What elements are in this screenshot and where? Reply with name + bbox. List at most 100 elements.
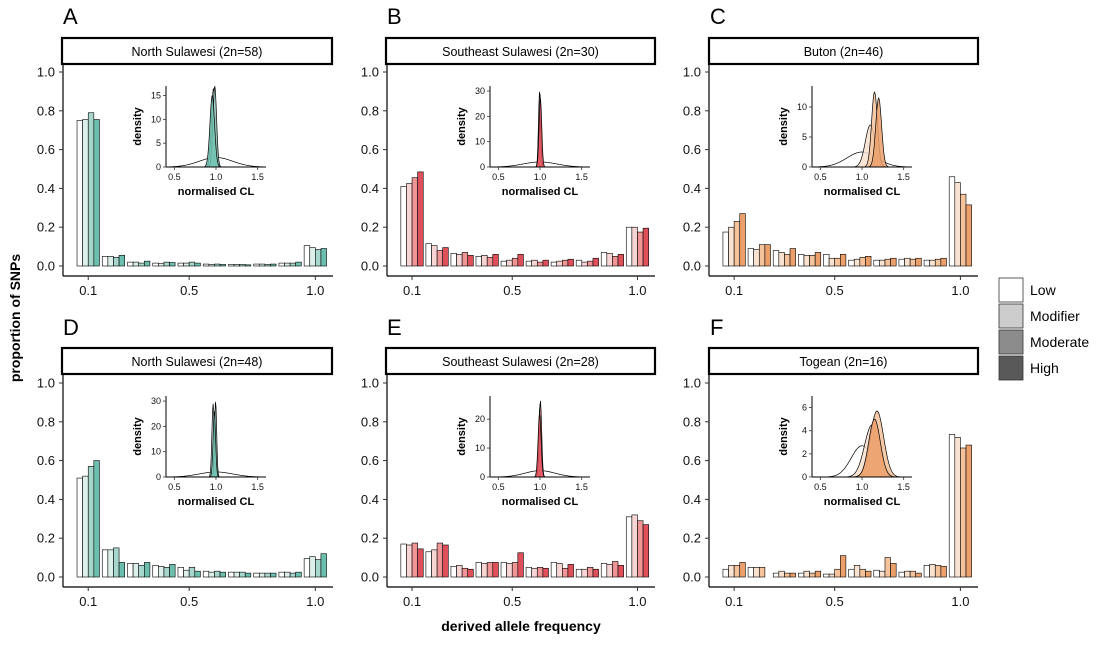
- bar: [406, 544, 413, 578]
- bar: [202, 263, 210, 267]
- y-tick-label: 1.0: [683, 376, 701, 391]
- bar: [107, 255, 114, 267]
- bar: [194, 570, 201, 578]
- bar: [132, 261, 140, 267]
- bar: [728, 226, 735, 267]
- bar: [163, 261, 170, 267]
- bar: [934, 565, 942, 578]
- bar: [511, 257, 519, 267]
- bar: [637, 520, 644, 578]
- bar: [853, 258, 861, 267]
- bar: [853, 565, 861, 578]
- bar: [417, 548, 424, 578]
- bar: [320, 553, 327, 578]
- inset-background: [454, 394, 598, 517]
- bar: [219, 571, 226, 578]
- panel-letter: F: [710, 315, 723, 340]
- bar: [107, 549, 114, 578]
- bar: [536, 261, 544, 267]
- panel-a: A North Sulawesi (2n=58) 0.0 0.2 0.4 0.6 0.8 1.…: [37, 4, 334, 298]
- bar: [208, 571, 215, 578]
- bar: [834, 257, 841, 267]
- y-tick-label: 1.0: [37, 376, 55, 391]
- bar: [550, 261, 558, 267]
- legend-key: [998, 303, 1024, 329]
- inset-y-tick-label: 20: [151, 421, 161, 431]
- inset-x-tick-label: 0.5: [492, 172, 505, 182]
- inset-y-tick-label: 4: [802, 426, 807, 436]
- bar: [592, 257, 599, 267]
- bar: [400, 186, 407, 267]
- bar: [406, 183, 413, 267]
- bar: [848, 259, 855, 267]
- bar: [739, 562, 746, 578]
- inset: 0 10 20 30 0.5 1.0 1.5 normalised CL density: [130, 394, 274, 517]
- bar: [450, 566, 457, 578]
- bar: [127, 563, 134, 578]
- bar: [556, 260, 563, 267]
- bar: [929, 259, 936, 267]
- bar: [295, 261, 302, 267]
- panels: A North Sulawesi (2n=58) 0.0 0.2 0.4 0.6 0.8 1.…: [37, 4, 980, 609]
- x-tick-label: 1.0: [306, 283, 324, 298]
- bar: [587, 566, 594, 578]
- bar: [258, 572, 266, 578]
- bar: [517, 552, 524, 578]
- panel-c: C Buton (2n=46) 0.0 0.2 0.4 0.6 0.8 1.0 0.1 0.5 1.…: [683, 4, 980, 298]
- bar: [295, 571, 302, 578]
- bar: [904, 570, 911, 578]
- bar: [733, 565, 741, 578]
- bar: [144, 562, 151, 578]
- inset-x-tick-label: 1.0: [856, 172, 869, 182]
- y-tick-label: 0.6: [683, 142, 701, 157]
- y-tick-label: 1.0: [37, 65, 55, 80]
- bar: [456, 254, 463, 267]
- bar: [873, 569, 880, 578]
- y-tick-label: 0.6: [361, 142, 379, 157]
- bar: [82, 475, 89, 578]
- bar: [625, 516, 633, 578]
- bar: [828, 257, 836, 267]
- bar: [113, 547, 120, 578]
- bar: [575, 568, 583, 578]
- x-tick-label: 0.5: [503, 283, 521, 298]
- y-tick-label: 1.0: [361, 376, 379, 391]
- y-tick-label: 0.6: [37, 453, 55, 468]
- bar: [436, 542, 443, 578]
- bar: [87, 466, 95, 578]
- legend-label: Moderate: [1030, 334, 1089, 350]
- bar: [303, 245, 311, 267]
- y-tick-label: 0.4: [683, 181, 701, 196]
- bar: [467, 255, 474, 267]
- inset-y-tick-label: 30: [151, 396, 161, 406]
- bar: [244, 572, 252, 578]
- bar: [233, 571, 240, 578]
- bar: [784, 254, 791, 267]
- bar: [865, 255, 872, 267]
- y-tick-label: 0.6: [361, 453, 379, 468]
- bar: [904, 257, 911, 267]
- bar: [486, 256, 494, 267]
- y-tick-label: 0.4: [37, 181, 55, 196]
- inset-background: [454, 84, 598, 207]
- bar: [556, 563, 563, 578]
- bar: [228, 571, 235, 578]
- bar: [152, 262, 159, 267]
- inset-y-label: density: [778, 416, 790, 455]
- inset-x-tick-label: 0.5: [492, 482, 505, 492]
- bar: [722, 568, 729, 578]
- x-tick-label: 1.0: [628, 594, 646, 609]
- inset-x-tick-label: 0.5: [814, 482, 827, 492]
- inset-y-tick-label: 0: [480, 472, 485, 482]
- bar: [163, 566, 170, 578]
- inset-y-label: density: [456, 106, 468, 145]
- bar: [929, 564, 936, 578]
- bar: [789, 572, 796, 578]
- bar: [486, 562, 494, 578]
- bar: [909, 258, 917, 267]
- bar: [542, 567, 549, 578]
- y-tick-label: 0.4: [37, 492, 55, 507]
- x-tick-label: 1.0: [951, 594, 969, 609]
- strip-title: North Sulawesi (2n=48): [132, 355, 263, 369]
